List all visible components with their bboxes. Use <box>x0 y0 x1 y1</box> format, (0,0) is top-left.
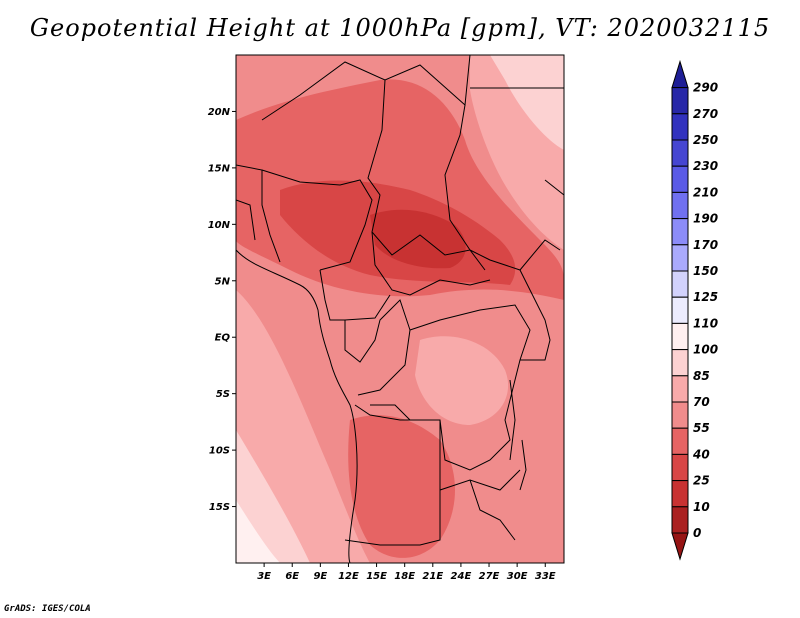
border-niger-nigeria <box>261 169 373 271</box>
colorbar-box <box>671 401 689 429</box>
lat-tick-label: 10N <box>208 220 231 231</box>
colorbar-label: 40 <box>692 447 710 461</box>
colorbar-box <box>671 191 689 220</box>
colorbar-label: 290 <box>693 81 718 95</box>
lon-tick-label: 3E <box>257 571 271 582</box>
lat-tick-label: 10S <box>209 446 230 457</box>
colorbar-label: 125 <box>693 290 718 304</box>
colorbar-box <box>671 506 689 534</box>
colorbar-label: 25 <box>693 474 710 488</box>
colorbar-top-triangle <box>671 59 689 89</box>
lat-tick-label: EQ <box>215 333 231 344</box>
colorbar-box <box>671 375 689 403</box>
colorbar-label: 150 <box>693 264 718 278</box>
colorbar-label: 0 <box>693 526 701 540</box>
colorbar-label: 210 <box>693 185 718 199</box>
lon-tick-label: 21E <box>422 571 443 582</box>
lat-tick-label: 15N <box>208 163 231 174</box>
colorbar-label: 55 <box>693 421 710 435</box>
border-zambia <box>469 479 516 541</box>
lon-tick-label: 33E <box>535 571 556 582</box>
border-westafrica <box>236 164 281 263</box>
colorbar-label: 10 <box>693 500 710 514</box>
colorbar-box <box>671 270 689 298</box>
colorbar-label: 110 <box>693 316 718 330</box>
colorbar-label: 230 <box>693 159 718 173</box>
lat-tick-label: 20N <box>208 107 231 118</box>
colorbar-label: 250 <box>693 133 718 147</box>
grads-credit: GrADS: IGES/COLA <box>4 604 91 614</box>
height-field <box>236 55 564 563</box>
field-south-west-pale <box>236 500 280 563</box>
border-car <box>371 231 491 296</box>
colorbar-label: 85 <box>693 369 710 383</box>
lat-tick-label: 15S <box>209 502 230 513</box>
colorbar-box <box>671 296 689 324</box>
border-namibia <box>344 490 441 546</box>
colorbar-label: 70 <box>693 395 710 409</box>
lon-tick-label: 18E <box>394 571 415 582</box>
colorbar-box <box>671 480 689 508</box>
border-east-outer <box>470 87 564 196</box>
colorbar-bottom-triangle <box>671 532 689 561</box>
lon-tick-label: 15E <box>366 571 387 582</box>
field-angola <box>348 415 455 558</box>
border-angola <box>354 404 521 491</box>
lon-tick-label: 30E <box>507 571 528 582</box>
border-east <box>519 269 551 361</box>
colorbar-box <box>671 244 689 272</box>
chart-title: Geopotential Height at 1000hPa [gpm], VT… <box>29 14 771 42</box>
colorbar-box <box>671 349 689 377</box>
colorbar-box <box>671 87 689 115</box>
colorbar-box <box>671 453 689 482</box>
lat-tick-label: 5N <box>215 276 231 287</box>
map-frame <box>235 54 565 564</box>
colorbar-box <box>671 165 689 193</box>
lon-tick-label: 12E <box>338 571 359 582</box>
colorbar-box <box>671 113 689 141</box>
colorbar-label: 190 <box>693 212 718 226</box>
lon-tick-label: 27E <box>479 571 500 582</box>
lon-tick-label: 24E <box>451 571 472 582</box>
colorbar-box <box>671 139 689 167</box>
field-congo-light <box>415 336 509 425</box>
colorbar-box <box>671 427 689 455</box>
colorbar-box <box>671 218 689 246</box>
border-cameroon <box>319 269 391 321</box>
lat-tick-label: 5S <box>216 389 230 400</box>
border-congo <box>344 299 411 396</box>
colorbar-box <box>671 322 689 351</box>
latitude-axis: 20N 15N 10N 5N EQ 5S 10S 15S <box>208 107 236 513</box>
lon-tick-label: 9E <box>313 571 327 582</box>
colorbar: 2902702502302101901701501251101008570554… <box>671 59 718 561</box>
border-sudan <box>444 104 471 251</box>
country-borders <box>236 55 564 563</box>
colorbar-label: 270 <box>693 107 718 121</box>
border-lakes <box>509 379 527 491</box>
coastline-west <box>236 249 358 563</box>
lon-tick-label: 6E <box>285 571 299 582</box>
field-north-east-pale <box>490 55 564 150</box>
border-chad <box>367 79 486 271</box>
colorbar-label: 170 <box>693 238 718 252</box>
colorbar-label: 100 <box>693 343 718 357</box>
longitude-axis: 3E 6E 9E 12E 15E 18E 21E 24E 27E 30E 33E <box>257 563 556 582</box>
